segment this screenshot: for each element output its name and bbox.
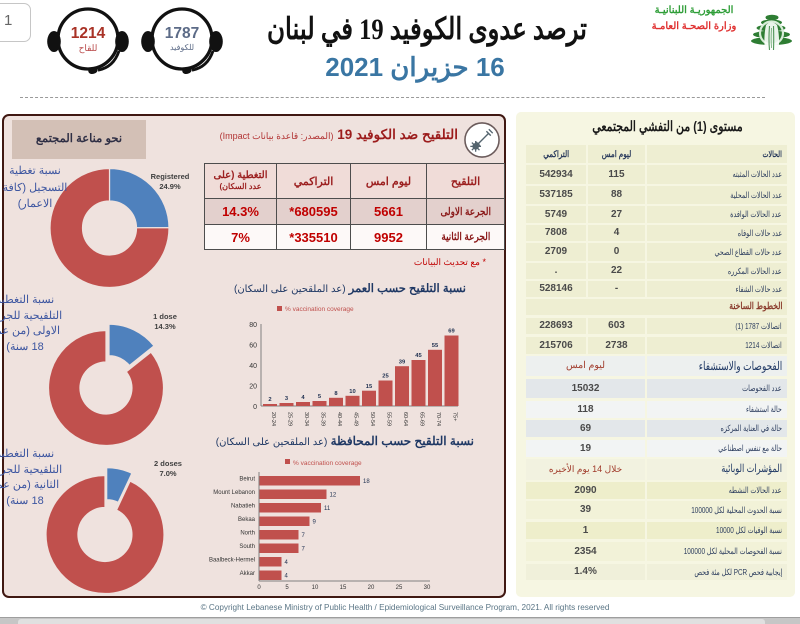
svg-text:Nabatieh: Nabatieh (231, 504, 255, 510)
svg-text:7: 7 (302, 533, 306, 539)
svg-text:9: 9 (313, 520, 317, 526)
svg-text:% vaccination coverage: % vaccination coverage (293, 460, 362, 467)
svg-text:12: 12 (330, 493, 337, 499)
svg-text:Beirut: Beirut (239, 477, 255, 483)
svg-text:75+: 75+ (452, 412, 458, 421)
svg-text:20: 20 (368, 585, 375, 591)
svg-text:5: 5 (285, 585, 289, 591)
svg-text:25-29: 25-29 (287, 412, 293, 426)
svg-text:25: 25 (382, 374, 389, 380)
svg-text:0: 0 (257, 585, 261, 591)
svg-text:65-69: 65-69 (419, 412, 425, 426)
svg-text:55: 55 (432, 343, 439, 349)
svg-text:50-54: 50-54 (369, 412, 375, 426)
svg-text:7: 7 (302, 547, 306, 553)
svg-text:8: 8 (334, 391, 338, 397)
svg-text:5: 5 (318, 394, 322, 400)
svg-text:25: 25 (396, 585, 403, 591)
svg-text:35-39: 35-39 (320, 412, 326, 426)
svg-text:20: 20 (249, 384, 257, 391)
svg-text:Baalbeck-Hermel: Baalbeck-Hermel (209, 558, 255, 564)
svg-text:South: South (239, 544, 255, 550)
svg-text:18: 18 (363, 479, 370, 485)
svg-text:39: 39 (399, 360, 406, 366)
svg-text:Mount Lebanon: Mount Lebanon (213, 490, 255, 496)
svg-text:4: 4 (301, 395, 305, 401)
svg-text:0: 0 (253, 404, 257, 411)
svg-text:60-64: 60-64 (402, 412, 408, 426)
svg-text:4: 4 (285, 560, 289, 566)
svg-text:30-34: 30-34 (303, 412, 309, 426)
svg-text:55-59: 55-59 (386, 412, 392, 426)
svg-text:40-44: 40-44 (336, 412, 342, 426)
svg-text:15: 15 (340, 585, 347, 591)
svg-text:2: 2 (268, 397, 271, 403)
svg-text:Bekaa: Bekaa (238, 517, 256, 523)
svg-text:Akkar: Akkar (240, 571, 255, 577)
svg-text:60: 60 (249, 343, 257, 350)
svg-text:30: 30 (424, 585, 431, 591)
svg-text:69: 69 (448, 329, 455, 335)
svg-text:4: 4 (285, 574, 289, 580)
svg-text:45: 45 (415, 353, 422, 359)
svg-text:3: 3 (285, 396, 289, 402)
svg-text:10: 10 (349, 389, 355, 395)
svg-text:20-24: 20-24 (270, 412, 276, 426)
svg-text:45-49: 45-49 (353, 412, 359, 426)
svg-text:80: 80 (249, 322, 257, 329)
svg-text:11: 11 (324, 506, 331, 512)
svg-text:10: 10 (312, 585, 319, 591)
svg-text:70-74: 70-74 (435, 412, 441, 426)
svg-text:North: North (240, 531, 255, 537)
svg-text:15: 15 (366, 384, 373, 390)
svg-text:% vaccination coverage: % vaccination coverage (285, 306, 354, 313)
svg-text:40: 40 (249, 363, 257, 370)
